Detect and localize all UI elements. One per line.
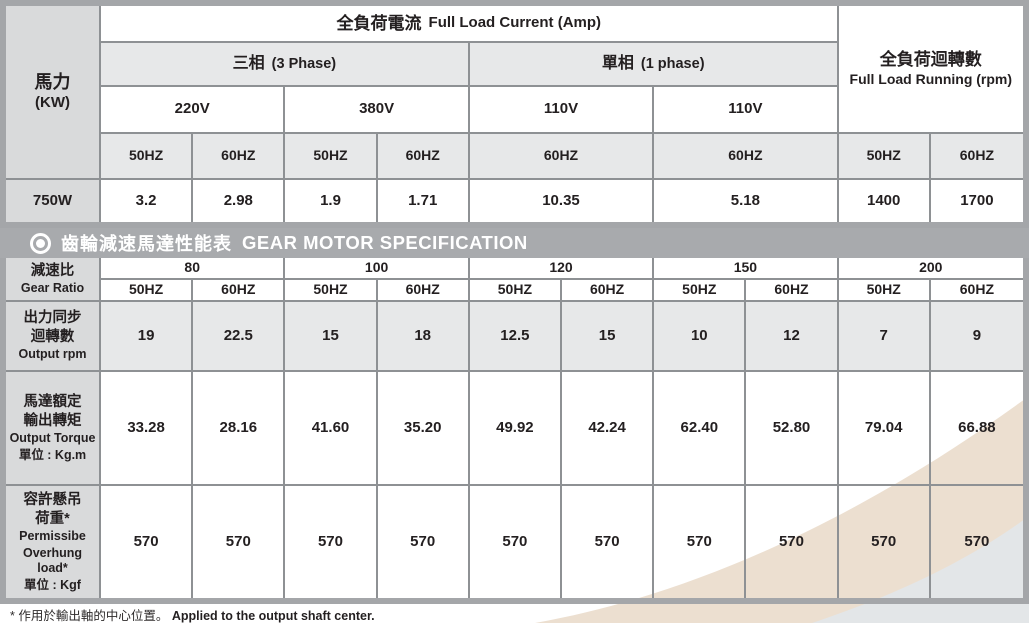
output-torque-value: 79.04: [838, 372, 931, 486]
gear-motor-specification-table: 減速比 Gear Ratio 80 100 120 150 200 50HZ 6…: [0, 258, 1029, 604]
hz-header: 60HZ: [193, 134, 286, 180]
voltage-header-380v: 380V: [285, 87, 470, 134]
hz-header: 60HZ: [193, 280, 286, 302]
hz-header: 60HZ: [469, 134, 655, 180]
overhung-load-value: 570: [285, 486, 378, 598]
overhung-load-value: 570: [562, 486, 655, 598]
output-torque-value: 42.24: [561, 372, 655, 486]
overhung-load-value: 570: [193, 486, 286, 598]
output-torque-row-label: 馬達額定 輸出轉矩 Output Torque 單位 : Kg.m: [6, 372, 101, 486]
output-torque-value: 35.20: [377, 372, 470, 486]
overhung-load-value: 570: [101, 486, 194, 598]
hz-header: 60HZ: [654, 134, 839, 180]
hz-header: 60HZ: [746, 280, 839, 302]
hz-header: 50HZ: [654, 280, 747, 302]
ratio-header-100: 100: [285, 258, 470, 280]
power-header-en: (KW): [35, 94, 70, 112]
hz-header: 50HZ: [469, 280, 562, 302]
hz-header: 60HZ: [930, 280, 1023, 302]
overhung-load-row-label: 容許懸吊 荷重* Permissibe Overhung load* 單位 : …: [6, 486, 101, 598]
footnote-en: Applied to the output shaft center.: [171, 609, 375, 623]
current-value: 10.35: [470, 180, 655, 222]
output-torque-value: 28.16: [193, 372, 286, 486]
full-load-current-table: 馬力 (KW) 全負荷電流 Full Load Current (Amp) 全負…: [0, 0, 1029, 228]
output-torque-value: 49.92: [469, 372, 562, 486]
ratio-header-80: 80: [101, 258, 286, 280]
hz-header: 60HZ: [930, 134, 1023, 180]
single-phase-header: 單相 (1 phase): [469, 43, 839, 87]
output-torque-value: 66.88: [930, 372, 1023, 486]
full-load-running-group-header: 全負荷迴轉數 Full Load Running (rpm): [838, 6, 1023, 134]
output-rpm-row-label: 出力同步 迴轉數 Output rpm: [6, 302, 101, 372]
voltage-header-220v: 220V: [101, 87, 286, 134]
output-torque-value: 52.80: [746, 372, 839, 486]
rpm-value: 1700: [960, 191, 994, 209]
hz-header: 50HZ: [285, 280, 378, 302]
overhung-load-value: 570: [470, 486, 562, 598]
current-value: 3.2: [101, 180, 194, 222]
current-value: 5.18: [654, 180, 839, 222]
hz-header: 50HZ: [838, 134, 931, 180]
hz-header: 50HZ: [285, 134, 378, 180]
overhung-load-value: 570: [746, 486, 839, 598]
output-torque-value: 41.60: [285, 372, 378, 486]
current-value: 1.71: [378, 180, 470, 222]
power-header-zh: 馬力: [34, 71, 71, 92]
current-value: 1.9: [285, 180, 378, 222]
power-column-header: 馬力 (KW): [6, 6, 101, 180]
output-rpm-value: 15: [561, 302, 655, 372]
hz-header: 50HZ: [838, 280, 931, 302]
full-load-current-group-header: 全負荷電流 Full Load Current (Amp): [101, 6, 839, 43]
hz-header: 60HZ: [561, 280, 655, 302]
output-torque-value: 62.40: [654, 372, 747, 486]
section-title-en: GEAR MOTOR SPECIFICATION: [242, 232, 528, 253]
ratio-header-150: 150: [654, 258, 839, 280]
hz-header: 60HZ: [377, 134, 470, 180]
output-rpm-value: 22.5: [193, 302, 286, 372]
section-title-zh: 齒輪減速馬達性能表: [61, 234, 232, 254]
output-torque-value: 33.28: [101, 372, 194, 486]
voltage-header-110v-b: 110V: [654, 87, 839, 134]
bullseye-icon: [30, 232, 51, 254]
power-row-label: 750W: [6, 180, 101, 222]
output-rpm-value: 9: [930, 302, 1023, 372]
hz-header: 60HZ: [377, 280, 470, 302]
three-phase-header: 三相 (3 Phase): [101, 43, 470, 87]
section-title-band: 齒輪減速馬達性能表 GEAR MOTOR SPECIFICATION: [0, 228, 1029, 258]
footnote-zh: * 作用於輸出軸的中心位置。: [10, 609, 169, 623]
gear-ratio-column-header: 減速比 Gear Ratio: [6, 258, 101, 302]
overhung-load-value: 570: [964, 532, 990, 550]
output-rpm-value: 10: [654, 302, 747, 372]
output-rpm-value: 7: [838, 302, 931, 372]
voltage-header-110v-a: 110V: [469, 87, 655, 134]
overhung-load-value: 570: [654, 486, 747, 598]
footnote: * 作用於輸出軸的中心位置。 Applied to the output sha…: [10, 605, 375, 623]
rpm-value: 1400: [839, 180, 931, 222]
output-rpm-value: 19: [101, 302, 194, 372]
overhung-load-value: 570: [378, 486, 470, 598]
ratio-header-200: 200: [838, 258, 1023, 280]
output-rpm-value: 12: [746, 302, 839, 372]
hz-header: 50HZ: [101, 134, 194, 180]
overhung-load-value: 570: [839, 486, 931, 598]
output-rpm-value: 15: [285, 302, 378, 372]
current-value: 2.98: [193, 180, 286, 222]
hz-header: 50HZ: [101, 280, 194, 302]
ratio-header-120: 120: [469, 258, 655, 280]
output-rpm-value: 12.5: [469, 302, 562, 372]
output-rpm-value: 18: [377, 302, 470, 372]
